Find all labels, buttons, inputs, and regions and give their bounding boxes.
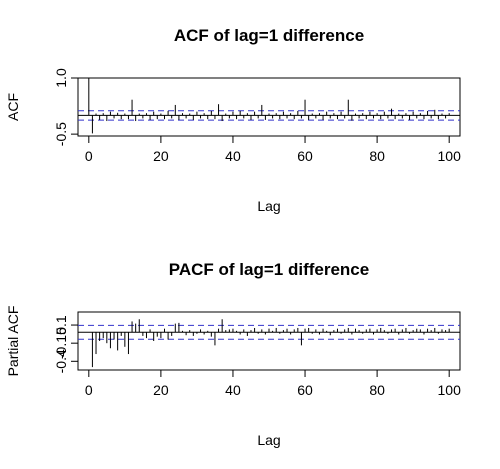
acf-x-tick-label: 80 [369,148,385,164]
acf-y-axis-label: ACF [5,93,21,121]
pacf-y-tick-label: -0.4 [53,349,69,373]
acf-x-axis-label: Lag [257,198,280,214]
acf-x-tick-label: 0 [85,148,93,164]
acf-plot-frame [77,77,461,137]
acf-x-tick-label: 40 [225,148,241,164]
pacf-y-tick-label: -0.15 [53,327,69,359]
pacf-y-axis-label: Partial ACF [5,306,21,377]
pacf-bars [91,319,450,368]
pacf-panel: PACF of lag=1 difference 0 20 40 60 80 100 -0… [5,260,461,448]
pacf-y-tick-label: 0.1 [53,315,69,335]
pacf-x-tick-label: 20 [153,382,169,398]
acf-y-axis: -0.5 1.0 [53,68,78,146]
pacf-x-axis: 0 20 40 60 80 100 [85,370,461,398]
pacf-y-axis: -0.4-0.150.1 [53,315,78,373]
acf-bars [88,78,450,134]
pacf-ci-lines [78,324,460,340]
pacf-x-tick-label: 0 [85,382,93,398]
acf-x-tick-label: 60 [297,148,313,164]
acf-panel: ACF of lag=1 difference 0 20 40 60 80 100 -0.… [5,26,461,214]
pacf-x-axis-label: Lag [257,432,280,448]
pacf-plot-frame [77,311,461,371]
pacf-x-tick-label: 80 [369,382,385,398]
acf-x-tick-label: 20 [153,148,169,164]
acf-y-tick-label: -0.5 [53,122,69,146]
pacf-x-tick-label: 100 [438,382,462,398]
pacf-x-tick-label: 60 [297,382,313,398]
pacf-title: PACF of lag=1 difference [169,260,369,279]
pacf-x-tick-label: 40 [225,382,241,398]
acf-x-tick-label: 100 [438,148,462,164]
acf-x-axis: 0 20 40 60 80 100 [85,136,461,164]
acf-title: ACF of lag=1 difference [174,26,364,45]
acf-y-tick-label: 1.0 [53,68,69,88]
acf-ci-lines [78,110,460,121]
